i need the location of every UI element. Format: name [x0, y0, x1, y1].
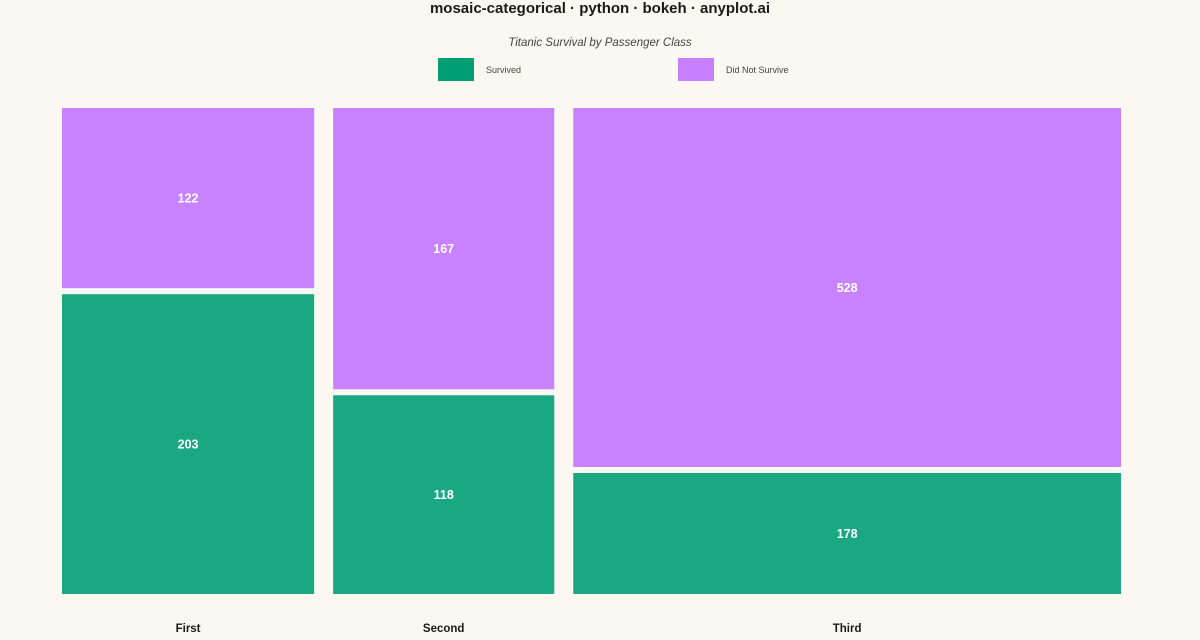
category-label-first: First	[176, 623, 201, 635]
data-label-first-did-not-survive: 122	[178, 192, 199, 206]
data-label-third-survived: 178	[837, 527, 858, 541]
mosaic-cell-second-did-not-survive	[333, 108, 555, 390]
mosaic-cell-first-survived	[62, 294, 315, 594]
data-label-second-survived: 118	[434, 488, 454, 502]
data-label-second-did-not-survive: 167	[433, 242, 454, 256]
data-label-third-did-not-survive: 528	[837, 281, 858, 295]
mosaic-cell-first-did-not-survive	[62, 108, 315, 289]
chart-subtitle: Titanic Survival by Passenger Class	[508, 37, 692, 49]
chart-title: mosaic-categorical · python · bokeh · an…	[429, 0, 771, 17]
category-label-second: Second	[423, 623, 465, 635]
legend-label-did-not-survive: Did Not Survive	[726, 65, 789, 75]
legend-swatch-survived	[438, 58, 474, 81]
mosaic-cell-third-survived	[573, 472, 1121, 594]
legend-label-survived: Survived	[486, 65, 522, 75]
category-label-third: Third	[833, 623, 862, 635]
mosaic-cell-second-survived	[333, 395, 555, 594]
data-label-first-survived: 203	[178, 438, 199, 452]
legend-swatch-did-not-survive	[678, 58, 714, 81]
mosaic-cell-third-did-not-survive	[573, 108, 1121, 467]
